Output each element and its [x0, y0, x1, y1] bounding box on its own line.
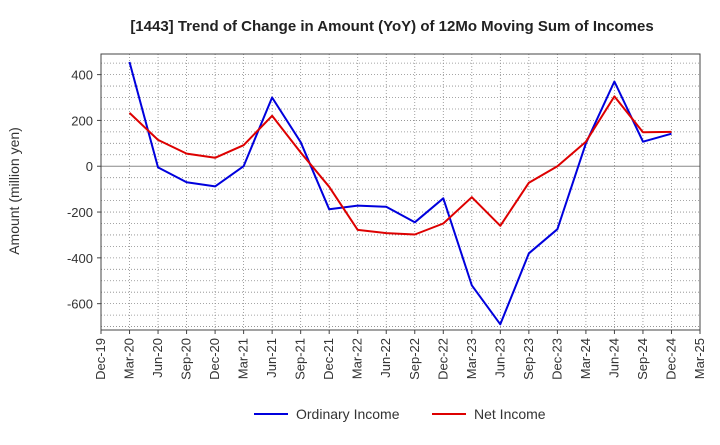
x-tick-label: Mar-21: [236, 338, 251, 379]
series-lines: [128, 61, 672, 326]
x-tick-label: Mar-24: [578, 338, 593, 379]
legend: Ordinary Income Net Income: [254, 406, 546, 422]
x-tick-label: Mar-22: [350, 338, 365, 379]
x-tick-label: Jun-22: [378, 338, 393, 378]
x-tick-label: Sep-21: [293, 338, 308, 380]
y-tick-label: -200: [67, 205, 93, 220]
x-tick-label: Dec-22: [435, 338, 450, 380]
y-tick-label: 200: [71, 113, 93, 128]
y-tick-label: -400: [67, 251, 93, 266]
x-tick-label: Jun-21: [264, 338, 279, 378]
x-tick-label: Jun-24: [606, 338, 621, 378]
plot-frame: [100, 53, 701, 331]
x-tick-label: Sep-22: [407, 338, 422, 380]
series-line-net-income: [128, 95, 672, 236]
x-tick-label: Mar-20: [122, 338, 137, 379]
x-tick-label: Mar-25: [692, 338, 707, 379]
x-tick-label: Dec-24: [663, 338, 678, 380]
legend-label: Ordinary Income: [296, 406, 400, 422]
y-tick-label: 0: [86, 159, 93, 174]
axes: -600 -400 -200 0 200 400 Dec-19 Mar-20 Jun-20 Sep…: [67, 53, 707, 380]
x-tick-label: Dec-19: [93, 338, 108, 380]
x-tick-label: Dec-21: [321, 338, 336, 380]
x-tick-label: Dec-20: [207, 338, 222, 380]
x-tick-label: Mar-23: [464, 338, 479, 379]
legend-label: Net Income: [474, 406, 546, 422]
y-tick-label: -600: [67, 297, 93, 312]
y-tick-label: 400: [71, 68, 93, 83]
series-line-ordinary-income: [128, 61, 672, 326]
x-tick-label: Dec-23: [549, 338, 564, 380]
x-tick-label: Jun-20: [150, 338, 165, 378]
chart-title: [1443] Trend of Change in Amount (YoY) o…: [130, 18, 653, 35]
x-tick-label: Jun-23: [492, 338, 507, 378]
x-tick-label: Sep-24: [635, 338, 650, 380]
y-axis-label: Amount (million yen): [6, 127, 22, 255]
x-tick-label: Sep-23: [521, 338, 536, 380]
grid: [101, 54, 700, 330]
x-tick-label: Sep-20: [179, 338, 194, 380]
